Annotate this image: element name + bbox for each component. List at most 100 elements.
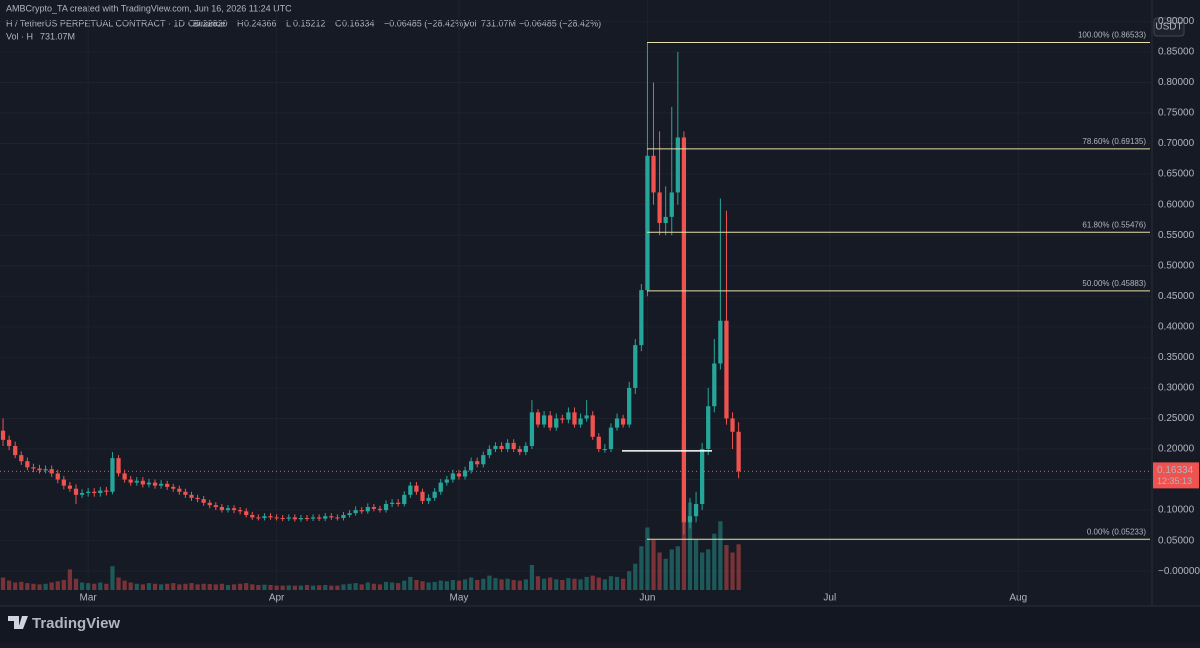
volume-bar bbox=[517, 580, 522, 590]
ohlc-key: L bbox=[286, 18, 291, 28]
candle-body bbox=[462, 470, 468, 477]
ohlc-key: O bbox=[188, 18, 195, 28]
vol-key: Vol bbox=[464, 18, 477, 28]
volume-bar bbox=[201, 583, 206, 590]
x-tick-label: Apr bbox=[269, 593, 285, 604]
volume-bar bbox=[554, 579, 559, 590]
candle-body bbox=[61, 479, 66, 486]
fib-label: 50.00% (0.45883) bbox=[1082, 279, 1146, 288]
volume-bar bbox=[566, 578, 571, 590]
volume-bar bbox=[274, 585, 279, 590]
candle-body bbox=[426, 497, 431, 501]
fib-label: 61.80% (0.55476) bbox=[1082, 220, 1146, 229]
y-tick-label: 0.10000 bbox=[1158, 505, 1195, 516]
volume-bar bbox=[86, 583, 91, 590]
candle-body bbox=[365, 507, 370, 512]
volume-bar bbox=[572, 578, 577, 590]
candle-body bbox=[231, 508, 237, 511]
volume-bar bbox=[462, 579, 468, 590]
y-tick-label: 0.80000 bbox=[1158, 77, 1195, 88]
fib-label: 100.00% (0.86533) bbox=[1078, 31, 1146, 40]
candle-body bbox=[359, 510, 364, 512]
volume-bar bbox=[535, 576, 541, 590]
logo-icon bbox=[8, 616, 28, 629]
candle-body bbox=[505, 442, 510, 450]
candle-body bbox=[639, 290, 644, 346]
volume-bar bbox=[310, 585, 316, 590]
volume-bar bbox=[736, 544, 741, 590]
volume-bar bbox=[529, 565, 535, 590]
candle-body bbox=[584, 415, 589, 419]
candle-body bbox=[645, 155, 650, 291]
volume-bar bbox=[104, 583, 109, 590]
candle-body bbox=[450, 473, 456, 480]
volume-bar bbox=[377, 584, 383, 590]
y-tick-label: 0.75000 bbox=[1158, 108, 1195, 119]
volume-bar bbox=[450, 580, 456, 590]
ohlc-key: C bbox=[335, 18, 342, 28]
currency[interactable]: USDT bbox=[1155, 22, 1182, 33]
vol-key: Vol · H bbox=[6, 31, 33, 41]
volume-bar bbox=[189, 583, 194, 590]
candle-body bbox=[19, 455, 24, 462]
volume-bar bbox=[280, 585, 285, 590]
volume-bar bbox=[596, 577, 601, 590]
candle-body bbox=[55, 473, 60, 480]
countdown: 12:35:13 bbox=[1157, 476, 1192, 486]
volume-bar bbox=[43, 583, 48, 590]
volume-bar bbox=[134, 583, 139, 590]
candle-body bbox=[310, 517, 316, 519]
volume-bar bbox=[231, 584, 237, 590]
candle-body bbox=[663, 216, 668, 223]
y-tick-label: 0.50000 bbox=[1158, 260, 1195, 271]
candle-body bbox=[669, 192, 674, 217]
candle-body bbox=[548, 415, 553, 428]
candle-body bbox=[590, 415, 595, 437]
y-tick-label: 0.40000 bbox=[1158, 321, 1195, 332]
volume-bar bbox=[323, 585, 328, 590]
candle-body bbox=[329, 516, 334, 518]
candle-body bbox=[256, 517, 261, 519]
volume-bar bbox=[55, 581, 60, 590]
candle-body bbox=[554, 418, 559, 428]
candle-body bbox=[237, 510, 243, 512]
candle-body bbox=[274, 517, 279, 519]
candle-body bbox=[389, 502, 395, 504]
volume-bar bbox=[19, 581, 24, 590]
candle-body bbox=[675, 137, 680, 193]
candle-body bbox=[493, 445, 498, 450]
volume-bar bbox=[438, 580, 443, 590]
volume-bar bbox=[383, 581, 389, 590]
candle-body bbox=[681, 137, 687, 523]
candle-body bbox=[438, 482, 443, 492]
candle-body bbox=[323, 516, 328, 519]
volume-bar bbox=[92, 583, 97, 590]
volume-bar bbox=[122, 580, 127, 590]
candle-body bbox=[207, 502, 212, 506]
candle-body bbox=[171, 486, 176, 489]
candle-body bbox=[706, 406, 711, 450]
candle-body bbox=[201, 499, 206, 503]
volume-bar bbox=[237, 583, 243, 590]
currency-box[interactable] bbox=[1153, 17, 1185, 37]
volume-bar bbox=[341, 584, 346, 590]
y-tick-label: 0.45000 bbox=[1158, 291, 1195, 302]
ohlc-value: 0.16334 bbox=[342, 18, 375, 28]
candle-body bbox=[195, 497, 200, 500]
candle-body bbox=[730, 418, 735, 432]
candle-body bbox=[268, 516, 273, 518]
candle-body bbox=[104, 490, 109, 492]
candle-body bbox=[134, 480, 139, 483]
y-tick-label: 0.25000 bbox=[1158, 413, 1195, 424]
volume-bar bbox=[335, 585, 340, 590]
volume-bar bbox=[402, 580, 407, 590]
volume-bar bbox=[67, 569, 73, 590]
candle-body bbox=[79, 492, 85, 495]
y-tick-label: 0.60000 bbox=[1158, 199, 1195, 210]
x-tick-label: Aug bbox=[1009, 593, 1027, 604]
candle-body bbox=[31, 467, 36, 469]
candle-body bbox=[225, 508, 231, 511]
candle-body bbox=[651, 155, 656, 193]
